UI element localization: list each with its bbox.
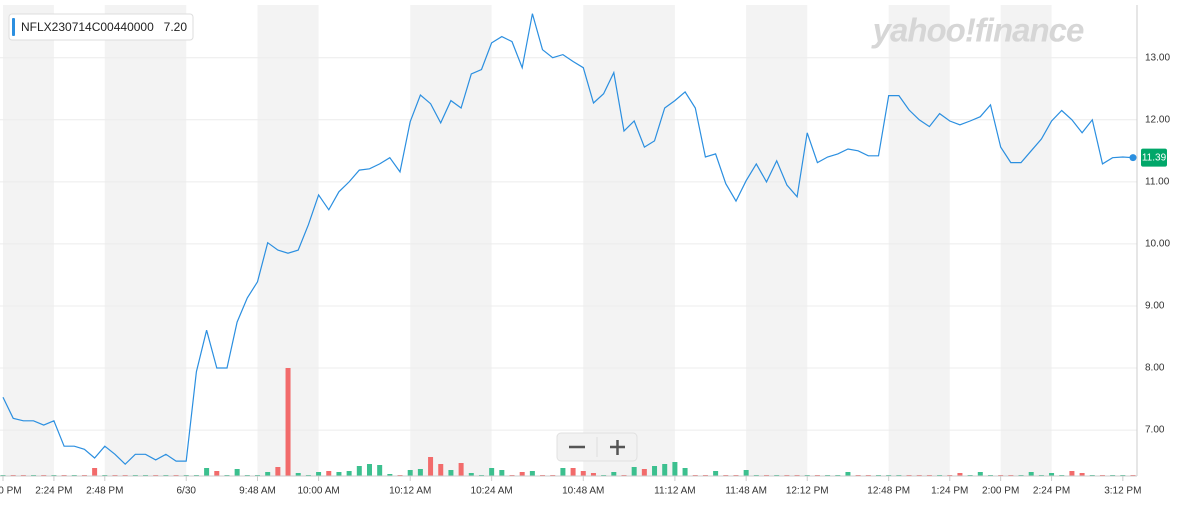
volume-bar	[204, 468, 210, 476]
session-band	[888, 5, 950, 476]
volume-bar	[448, 470, 454, 476]
x-tick-label: 2:48 PM	[86, 486, 123, 497]
volume-bar	[631, 467, 637, 476]
volume-bar	[366, 464, 372, 476]
x-tick-label: 2:00 PM	[982, 486, 1019, 497]
session-band	[104, 5, 187, 476]
x-tick-label: 12:12 PM	[786, 486, 829, 497]
volume-bar	[468, 473, 474, 476]
zoom-out-button[interactable]	[558, 434, 596, 460]
x-tick-label: 10:24 AM	[471, 486, 513, 497]
volume-bar	[316, 472, 322, 476]
volume-bar	[662, 464, 668, 476]
x-tick-label: 2:00 PM	[0, 486, 22, 497]
volume-bar	[519, 472, 525, 476]
volume-bar	[1049, 473, 1055, 476]
watermark: yahoo!finance	[871, 12, 1084, 49]
x-tick-label: 2:24 PM	[35, 486, 72, 497]
volume-bar	[407, 470, 413, 476]
x-tick-label: 2:24 PM	[1033, 486, 1070, 497]
volume-bar	[275, 467, 281, 476]
volume-bar	[570, 468, 576, 476]
session-band	[1000, 5, 1052, 476]
volume-bar	[417, 469, 423, 476]
volume-bar	[499, 470, 505, 476]
volume-bar	[1079, 473, 1085, 476]
volume-bar	[641, 469, 647, 476]
legend-box	[8, 13, 194, 41]
volume-bar	[285, 368, 291, 476]
plot: 11.39	[2, 13, 1167, 466]
zoom-in-button[interactable]	[598, 434, 636, 460]
volume-bar	[336, 472, 342, 476]
last-point	[1129, 154, 1137, 162]
volume-bar	[743, 470, 749, 476]
y-tick-label: 7.00	[1145, 425, 1165, 436]
volume-bar	[1069, 471, 1075, 476]
volume-bar	[682, 468, 688, 476]
volume-bar	[560, 468, 566, 476]
volume-bar	[387, 474, 393, 476]
session-bands	[3, 5, 1052, 476]
volume-bar	[977, 472, 983, 476]
zoom-controls	[556, 432, 638, 462]
volume-bar	[234, 469, 240, 476]
volume-bar	[295, 473, 301, 476]
legend: NFLX230714C00440000 7.20	[8, 13, 194, 41]
volume-bar	[92, 468, 98, 476]
x-tick-label: 1:24 PM	[931, 486, 968, 497]
volume-bar	[580, 471, 586, 476]
volume-bar	[957, 473, 963, 476]
volume-bar	[489, 468, 495, 476]
volume-bar	[713, 471, 719, 476]
volume-bar	[672, 462, 678, 476]
x-tick-label: 10:12 AM	[389, 486, 431, 497]
last-price-label: 11.39	[1142, 152, 1167, 163]
y-tick-label: 11.00	[1145, 176, 1170, 187]
session-band	[3, 5, 54, 476]
price-line	[2, 13, 1134, 466]
x-tick-label: 11:12 AM	[654, 486, 696, 497]
x-tick-label: 11:48 AM	[725, 486, 767, 497]
volume-bar	[214, 471, 220, 476]
volume-bar	[590, 473, 596, 476]
volume-bar	[845, 472, 851, 476]
y-tick-label: 13.00	[1145, 52, 1170, 63]
last-price-box	[1141, 148, 1167, 167]
session-band	[746, 5, 808, 476]
volume-bar	[265, 472, 271, 476]
y-labels: 7.00 8.00 9.00 10.00 11.00 12.00 13.00	[1145, 52, 1170, 435]
x-tick-label: 9:48 AM	[239, 486, 276, 497]
x-tick-label: 3:12 PM	[1104, 486, 1141, 497]
y-tick-label: 12.00	[1145, 114, 1170, 125]
y-tick-label: 10.00	[1145, 239, 1170, 250]
volume-bar	[346, 471, 352, 476]
x-labels: 2:00 PM 2:24 PM 2:48 PM 6/30 9:48 AM 10:00 AM…	[0, 476, 1141, 497]
session-band	[583, 5, 675, 476]
volume-bar	[1028, 472, 1034, 476]
x-tick-label: 12:48 PM	[867, 486, 910, 497]
session-band	[410, 5, 492, 476]
legend-value: 7.20	[164, 20, 188, 34]
volume-bar	[529, 471, 535, 476]
volume-bar	[377, 465, 383, 476]
y-tick-label: 9.00	[1145, 301, 1165, 312]
volume-bar	[356, 466, 362, 476]
volume-bar	[326, 471, 332, 476]
x-tick-label: 10:00 AM	[297, 486, 339, 497]
legend-name: NFLX230714C00440000	[21, 20, 154, 34]
volume-bar	[611, 472, 617, 476]
x-tick-label: 6/30	[177, 486, 197, 497]
volume-bar	[652, 466, 658, 476]
volume-bar	[458, 463, 464, 476]
y-tick-label: 8.00	[1145, 363, 1165, 374]
volume-bar	[428, 457, 434, 476]
x-tick-label: 10:48 AM	[562, 486, 604, 497]
legend-swatch	[12, 18, 15, 36]
volume-bar	[438, 464, 444, 476]
